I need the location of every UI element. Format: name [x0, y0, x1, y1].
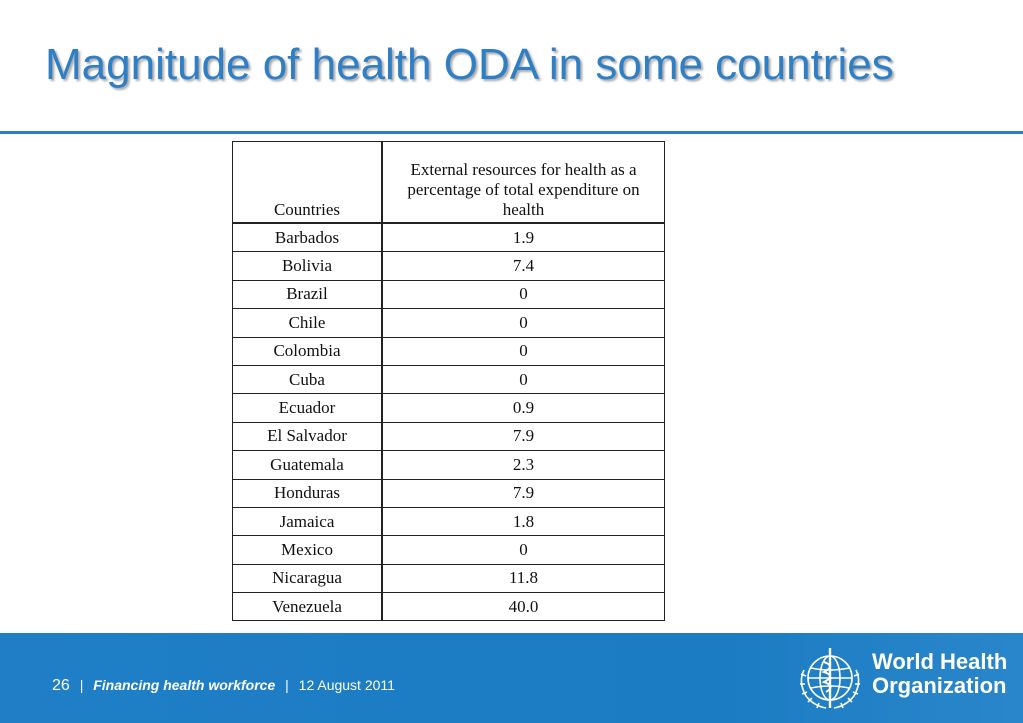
country-cell: El Salvador [232, 421, 383, 452]
table-row: Guatemala 2.3 [232, 450, 665, 480]
table-row: Venezuela 40.0 [232, 592, 665, 622]
country-cell: Venezuela [232, 592, 383, 622]
table-row: Nicaragua 11.8 [232, 563, 665, 594]
table-row: Brazil 0 [232, 279, 665, 310]
table-header-row: Countries External resources for health … [232, 141, 665, 224]
country-cell: Jamaica [232, 506, 383, 537]
title-divider [0, 131, 1023, 134]
value-cell: 7.4 [381, 251, 665, 281]
logo-line-2: Organization [872, 673, 1007, 698]
table-row: Jamaica 1.8 [232, 506, 665, 537]
value-cell: 1.9 [381, 222, 665, 253]
table-row: Colombia 0 [232, 336, 665, 366]
value-cell: 0 [381, 535, 665, 565]
table-row: Chile 0 [232, 308, 665, 338]
table-row: Bolivia 7.4 [232, 251, 665, 281]
country-cell: Brazil [232, 279, 383, 310]
table-row: Mexico 0 [232, 535, 665, 565]
country-cell: Colombia [232, 336, 383, 366]
footer-separator: | [79, 677, 84, 693]
table-row: Cuba 0 [232, 364, 665, 395]
country-cell: Chile [232, 308, 383, 338]
logo-line-1: World Health [872, 649, 1008, 674]
value-cell: 2.3 [381, 450, 665, 480]
value-cell: 40.0 [381, 592, 665, 622]
value-cell: 0 [381, 336, 665, 366]
value-cell: 0 [381, 308, 665, 338]
country-cell: Cuba [232, 364, 383, 395]
country-cell: Barbados [232, 222, 383, 253]
table-row: El Salvador 7.9 [232, 421, 665, 452]
health-oda-table: Countries External resources for health … [232, 141, 665, 622]
country-cell: Guatemala [232, 450, 383, 480]
country-cell: Honduras [232, 478, 383, 508]
country-cell: Mexico [232, 535, 383, 565]
who-emblem-icon [800, 648, 860, 709]
country-cell: Ecuador [232, 393, 383, 423]
table-row: Ecuador 0.9 [232, 393, 665, 423]
value-cell: 1.8 [381, 506, 665, 537]
value-cell: 7.9 [381, 478, 665, 508]
header-external-resources-text: External resources for health as a perce… [407, 160, 640, 219]
table-row: Barbados 1.9 [232, 222, 665, 253]
footer-info: 26 | Financing health workforce | 12 Aug… [52, 677, 395, 695]
value-cell: 0 [381, 364, 665, 395]
presentation-date: 12 August 2011 [298, 677, 395, 693]
footer-separator-2: | [285, 677, 289, 693]
value-cell: 11.8 [381, 563, 665, 594]
country-cell: Bolivia [232, 251, 383, 281]
value-cell: 7.9 [381, 421, 665, 452]
header-external-resources: External resources for health as a perce… [381, 141, 665, 224]
header-countries: Countries [232, 141, 383, 224]
table-row: Honduras 7.9 [232, 478, 665, 508]
who-logo: World Health Organization [792, 640, 1012, 716]
who-wordmark: World Health Organization [872, 650, 1007, 698]
page-number: 26 [52, 677, 70, 694]
presentation-title: Financing health workforce [93, 677, 276, 693]
slide-title: Magnitude of health ODA in some countrie… [45, 40, 894, 89]
country-cell: Nicaragua [232, 563, 383, 594]
value-cell: 0 [381, 279, 665, 310]
value-cell: 0.9 [381, 393, 665, 423]
